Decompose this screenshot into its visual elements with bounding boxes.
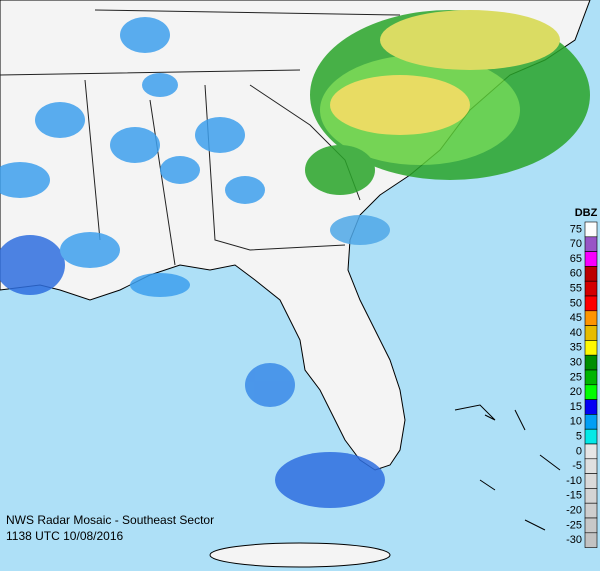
- legend-label: -25: [566, 519, 582, 531]
- legend-swatch: [584, 310, 598, 326]
- legend-swatch: [584, 532, 598, 548]
- radar-echoes: [0, 10, 590, 508]
- legend-label: 60: [570, 268, 582, 280]
- legend-label: 25: [570, 371, 582, 383]
- echo: [142, 73, 178, 97]
- legend-swatch: [584, 295, 598, 312]
- legend-swatch: [584, 428, 598, 445]
- echo: [110, 127, 160, 163]
- legend-label: 65: [570, 253, 582, 265]
- echo: [245, 363, 295, 407]
- echo: [60, 232, 120, 268]
- echo: [225, 176, 265, 204]
- echo: [160, 156, 200, 184]
- legend-label: 15: [570, 401, 582, 413]
- legend-swatch: [584, 502, 598, 519]
- echo: [0, 235, 65, 295]
- legend-swatch: [584, 354, 598, 371]
- legend-label: -10: [566, 475, 582, 487]
- legend-swatch: [584, 473, 598, 489]
- caption-time: 1138 UTC 10/08/2016: [6, 529, 124, 543]
- echo: [0, 162, 50, 198]
- legend: 757065605550454035302520151050-5-10-15-2…: [566, 221, 598, 548]
- state-borders: [0, 9, 401, 266]
- legend-swatch: [584, 517, 598, 534]
- legend-swatch: [584, 458, 598, 474]
- legend-label: 0: [576, 445, 582, 457]
- echo: [330, 75, 470, 135]
- legend-label: 20: [570, 386, 582, 398]
- legend-label: 10: [570, 416, 582, 428]
- echo: [330, 215, 390, 245]
- legend-swatch: [584, 221, 598, 238]
- cuba: [209, 542, 391, 568]
- legend-swatch: [584, 443, 598, 460]
- legend-swatch: [584, 384, 598, 400]
- echo: [380, 10, 560, 70]
- legend-swatch: [584, 325, 598, 341]
- legend-label: -20: [566, 505, 582, 517]
- legend-label: -15: [566, 490, 582, 502]
- legend-label: -30: [566, 534, 582, 546]
- echo: [305, 145, 375, 195]
- legend-swatch: [584, 340, 598, 356]
- legend-label: 35: [570, 342, 582, 354]
- legend-title: DBZ: [575, 207, 598, 219]
- legend-label: 70: [570, 238, 582, 250]
- legend-label: 40: [570, 327, 582, 339]
- legend-label: -5: [572, 460, 582, 472]
- legend-label: 30: [570, 357, 582, 369]
- caption-title: NWS Radar Mosaic - Southeast Sector: [6, 513, 214, 527]
- legend-swatch: [584, 280, 598, 297]
- legend-label: 50: [570, 297, 582, 309]
- legend-label: 5: [576, 431, 582, 443]
- legend-swatch: [584, 251, 598, 267]
- legend-swatch: [584, 399, 598, 415]
- echo: [35, 102, 85, 138]
- bahamas: [454, 404, 561, 531]
- echo: [120, 17, 170, 53]
- legend-swatch: [584, 488, 598, 504]
- echo: [130, 273, 190, 297]
- legend-swatch: [584, 414, 598, 430]
- legend-label: 45: [570, 312, 582, 324]
- legend-swatch: [584, 266, 598, 282]
- echo: [195, 117, 245, 153]
- legend-swatch: [584, 369, 598, 386]
- legend-label: 55: [570, 283, 582, 295]
- legend-swatch: [584, 236, 598, 252]
- echo: [275, 452, 385, 508]
- legend-label: 75: [570, 223, 582, 235]
